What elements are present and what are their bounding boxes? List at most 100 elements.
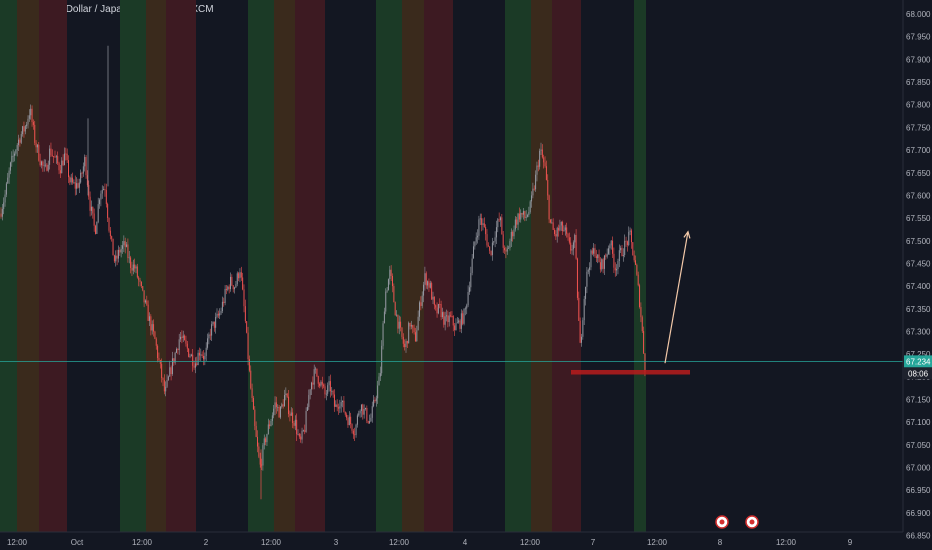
candle-body <box>626 241 628 245</box>
candle-body <box>589 267 591 270</box>
candle-body <box>1 208 3 217</box>
candle-body <box>69 177 71 183</box>
candle-body <box>234 287 236 290</box>
candle-body <box>267 424 269 435</box>
candle-body <box>459 320 461 329</box>
symbol-title: New Zealand Dollar / Japanese Yen, 15, F… <box>4 4 214 15</box>
candle-body <box>556 227 558 237</box>
candle-body <box>601 259 603 270</box>
price-tick-label: 67.300 <box>906 327 931 336</box>
candle-body <box>508 247 510 249</box>
candle-body <box>393 286 395 303</box>
candle-body <box>447 315 449 323</box>
session-band-green <box>0 0 17 532</box>
candle-body <box>373 399 375 407</box>
candle-body <box>608 248 609 254</box>
candle-body <box>215 316 217 328</box>
candle-body <box>321 381 323 385</box>
candle-body <box>432 296 434 300</box>
candle-body <box>451 316 453 317</box>
candle-body <box>86 175 88 185</box>
candle-body <box>389 269 391 280</box>
candle-body <box>587 269 589 272</box>
candle-body <box>18 139 20 146</box>
candle-body <box>412 325 414 328</box>
candle-body <box>198 352 200 356</box>
candle-body <box>15 150 17 154</box>
candle-body <box>279 406 281 418</box>
candle-body <box>138 277 140 281</box>
candle-body <box>217 313 219 316</box>
candle-body <box>467 292 469 306</box>
candle-body <box>583 298 585 321</box>
candle-body <box>544 162 546 167</box>
candle-body <box>535 174 537 190</box>
candle-body <box>57 156 59 164</box>
candle-body <box>115 255 117 262</box>
countdown-tag-label: 08:06 <box>908 369 929 378</box>
candle-body <box>639 285 641 308</box>
candle-body <box>167 376 169 381</box>
candle-body <box>338 407 339 409</box>
candle-body <box>387 279 389 291</box>
candle-body <box>105 190 107 205</box>
candle-body <box>285 393 287 396</box>
candle-body <box>282 404 284 407</box>
candle-body <box>65 153 67 155</box>
session-band-red <box>39 0 67 532</box>
candle-body <box>490 250 492 256</box>
candle-body <box>263 438 265 446</box>
candle-body <box>85 157 87 176</box>
price-tick-label: 67.950 <box>906 33 931 42</box>
candle-body <box>49 148 51 165</box>
candle-body <box>131 267 133 271</box>
candle-body <box>205 347 207 356</box>
candle-body <box>196 363 198 366</box>
price-tick-label: 67.850 <box>906 78 931 87</box>
candle-body <box>599 262 601 270</box>
candle-body <box>211 324 213 336</box>
candle-body <box>273 408 275 416</box>
candle-body <box>315 368 317 370</box>
candle-body <box>251 388 253 399</box>
session-band-red <box>166 0 196 532</box>
time-tick-label: 4 <box>463 538 468 547</box>
candle-body <box>529 201 531 212</box>
candle-body <box>259 456 261 465</box>
candle-body <box>292 412 294 424</box>
candle-body <box>612 240 614 254</box>
candle-body <box>73 182 75 184</box>
candle-body <box>402 336 404 344</box>
candle-body <box>257 436 258 447</box>
candle-body <box>70 177 72 183</box>
candle-body <box>343 400 345 412</box>
candle-body <box>24 126 26 132</box>
candle-body <box>3 202 5 209</box>
candle-body <box>620 247 622 251</box>
candle-body <box>46 164 48 171</box>
chart-overlays <box>0 230 903 375</box>
candle-body <box>116 255 118 259</box>
candle-body <box>178 339 180 350</box>
candle-body <box>320 381 322 386</box>
candle-body <box>296 419 298 435</box>
candle-body <box>248 359 250 371</box>
candle-body <box>486 234 488 246</box>
candle-body <box>509 241 511 248</box>
candle-body <box>89 196 91 211</box>
candle-body <box>562 221 564 232</box>
candle-body <box>163 379 165 392</box>
candle-body <box>549 219 551 223</box>
candle-body <box>636 264 638 275</box>
candle-body <box>176 348 177 353</box>
time-axis: 12:00 Oct 12:00 2 12:00 3 12:00 4 12:00 7 12:00 8 12… <box>0 515 903 547</box>
candle-body <box>633 255 635 261</box>
candle-body <box>143 290 145 303</box>
candle-body <box>247 332 249 360</box>
candle-body <box>246 321 248 333</box>
price-tick-label: 66.900 <box>906 509 931 518</box>
candle-body <box>365 407 366 410</box>
candle-body <box>566 227 568 234</box>
candle-body <box>494 237 496 242</box>
